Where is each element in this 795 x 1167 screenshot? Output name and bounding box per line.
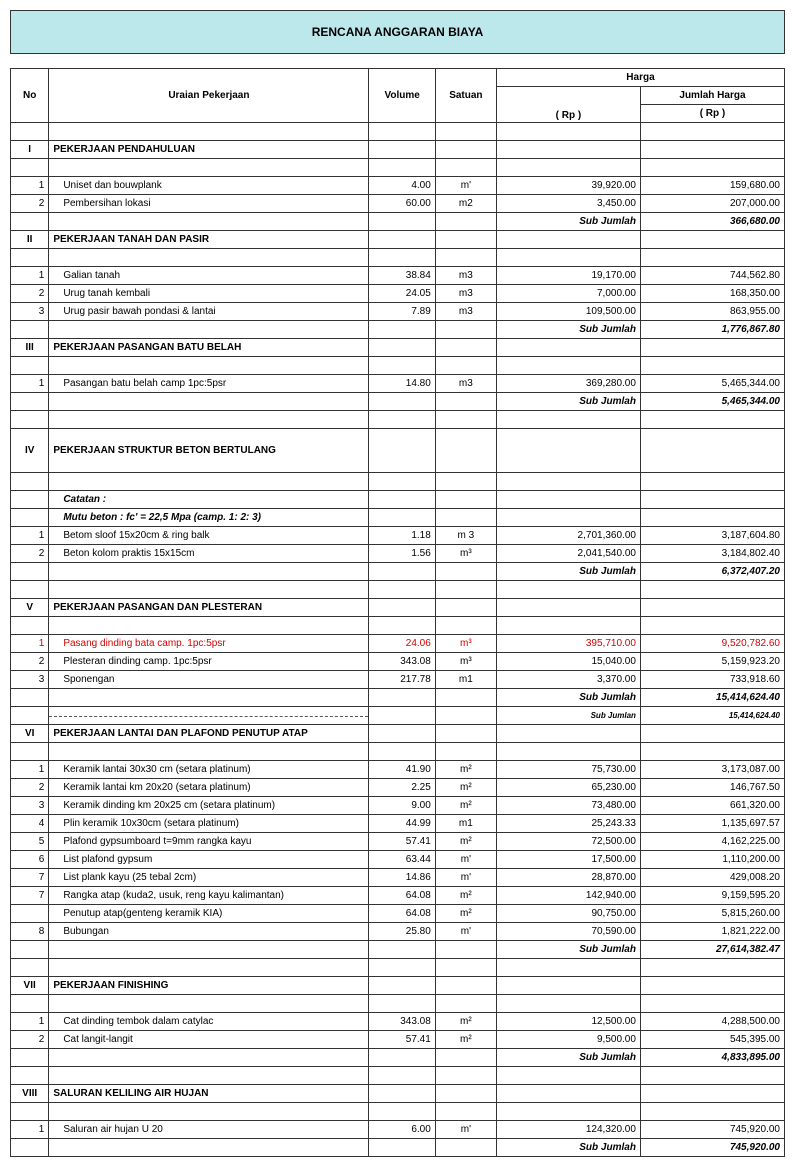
table-row: 4Plin keramik 10x30cm (setara platinum)4… xyxy=(11,815,785,833)
table-row: 3Urug pasir bawah pondasi & lantai7.89m3… xyxy=(11,303,785,321)
document-title: RENCANA ANGGARAN BIAYA xyxy=(10,10,785,54)
table-row-highlighted: 1Pasang dinding bata camp. 1pc:5psr24.06… xyxy=(11,635,785,653)
header-volume: Volume xyxy=(369,69,435,123)
table-row: Penutup atap(genteng keramik KIA)64.08m²… xyxy=(11,905,785,923)
subtotal-value: 366,680.00 xyxy=(640,213,784,231)
table-row: 1Pasangan batu belah camp 1pc:5psr14.80m… xyxy=(11,375,785,393)
table-row: 2Beton kolom praktis 15x15cm1.56m³2,041,… xyxy=(11,545,785,563)
table-row: 1Saluran air hujan U 206.00m'124,320.007… xyxy=(11,1121,785,1139)
table-row: 1Galian tanah38.84m319,170.00744,562.80 xyxy=(11,267,785,285)
table-row: 2 Pembersihan lokasi 60.00 m2 3,450.00 2… xyxy=(11,195,785,213)
table-row: 8Bubungan25.80m'70,590.001,821,222.00 xyxy=(11,923,785,941)
table-row: 2Keramik lantai km 20x20 (setara platinu… xyxy=(11,779,785,797)
table-row: 2Cat langit-langit57.41m²9,500.00545,395… xyxy=(11,1031,785,1049)
header-rp: ( Rp ) xyxy=(496,87,640,123)
note-mutu: Mutu beton : fc' = 22,5 Mpa (camp. 1: 2:… xyxy=(49,509,369,527)
section-title: PEKERJAAN PENDAHULUAN xyxy=(49,141,369,159)
header-harga-group: Harga xyxy=(496,69,784,87)
budget-table: No Uraian Pekerjaan Volume Satuan Harga … xyxy=(10,68,785,1157)
table-row: 2Plesteran dinding camp. 1pc:5psr343.08m… xyxy=(11,653,785,671)
section-roman: I xyxy=(11,141,49,159)
table-row: 5Plafond gypsumboard t=9mm rangka kayu57… xyxy=(11,833,785,851)
header-uraian: Uraian Pekerjaan xyxy=(49,69,369,123)
table-row: 1Keramik lantai 30x30 cm (setara platinu… xyxy=(11,761,785,779)
table-row: 6List plafond gypsum63.44m'17,500.001,11… xyxy=(11,851,785,869)
table-row: 2Urug tanah kembali24.05m37,000.00168,35… xyxy=(11,285,785,303)
subtotal-label: Sub Jumlah xyxy=(496,213,640,231)
table-row: 3Keramik dinding km 20x25 cm (setara pla… xyxy=(11,797,785,815)
table-row: 7Rangka atap (kuda2, usuk, reng kayu kal… xyxy=(11,887,785,905)
note-catatan: Catatan : xyxy=(49,491,369,509)
header-satuan: Satuan xyxy=(435,69,496,123)
table-row: 1Betom sloof 15x20cm & ring balk1.18m 32… xyxy=(11,527,785,545)
header-jumlah: Jumlah Harga xyxy=(640,87,784,105)
table-row: 7List plank kayu (25 tebal 2cm)14.86m'28… xyxy=(11,869,785,887)
table-row: 1Cat dinding tembok dalam catylac343.08m… xyxy=(11,1013,785,1031)
table-row: 3Sponengan217.78m13,370.00733,918.60 xyxy=(11,671,785,689)
table-row: 1 Uniset dan bouwplank 4.00 m' 39,920.00… xyxy=(11,177,785,195)
header-jumlah-rp: ( Rp ) xyxy=(640,105,784,123)
header-no: No xyxy=(11,69,49,123)
